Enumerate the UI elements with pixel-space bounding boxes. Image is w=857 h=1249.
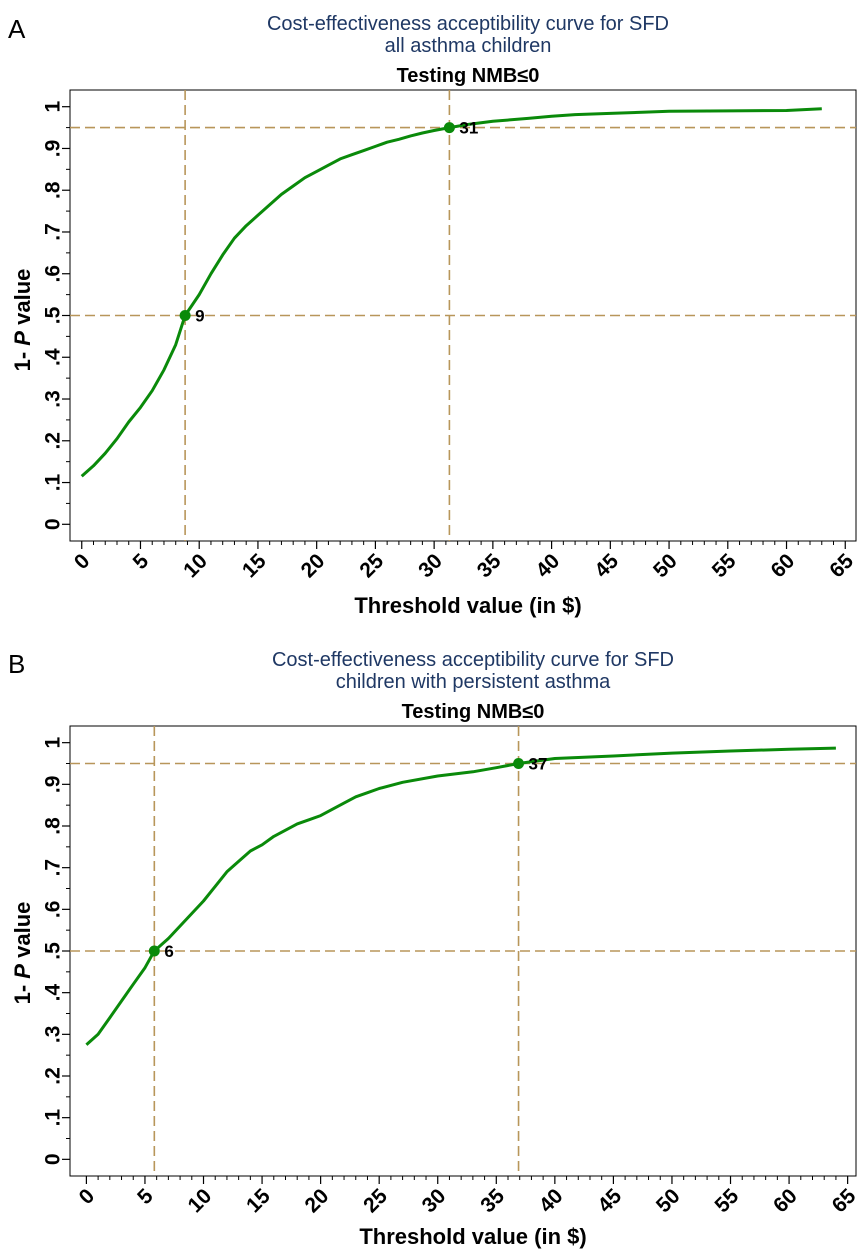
panel-b-acceptability-curve	[85, 746, 836, 1046]
panel-a-x-tick-label: 15	[238, 549, 271, 582]
panel-b-x-tick-label: 35	[476, 1184, 509, 1217]
panel-a-y-tick-label: 0	[41, 518, 64, 530]
panel-b-x-tick-label: 10	[183, 1184, 216, 1217]
panel-b-y-tick-label: .4	[41, 984, 64, 1002]
panel-b-y-tick-label: .3	[41, 1026, 64, 1044]
panel-b-marked-point	[513, 758, 525, 769]
panel-a-x-tick-label: 45	[590, 549, 623, 582]
panel-b-y-tick-label: .1	[41, 1109, 64, 1127]
panel-a-x-tick-label: 65	[825, 549, 857, 582]
panel-b-y-tick-label: 1	[41, 737, 64, 749]
panel-a-x-axis-label: Threshold value (in $)	[354, 593, 581, 618]
panel-b-x-tick-label: 50	[652, 1184, 685, 1217]
panel-b-marked-point	[148, 945, 160, 957]
panel-a-marked-point	[179, 310, 191, 321]
panel-a-plot-area: 0.1.2.3.4.5.6.7.8.910 5 10 15 20 25 30 35 40 45 50…	[41, 89, 857, 582]
panel-b-y-tick-label: .8	[41, 817, 64, 835]
panel-b-subtitle: Testing NMB≤0	[402, 701, 545, 723]
panel-a-letter: A	[8, 14, 26, 44]
panel-a-marked-point-label: 31	[459, 119, 478, 138]
panel-a-x-tick-label: 30	[414, 549, 447, 582]
panel-b-x-tick-label: 60	[769, 1184, 802, 1217]
panel-a-x-tick-label: 20	[297, 549, 330, 582]
panel-a-x-tick-label: 0	[70, 549, 95, 574]
panel-a-y-tick-label: .1	[41, 473, 64, 491]
panel-b-letter: B	[8, 649, 25, 679]
panel-a-y-axis-label: 1- P value	[10, 269, 35, 372]
panel-b-x-tick-label: 55	[710, 1184, 743, 1217]
panel-b-x-tick-label: 25	[359, 1184, 392, 1217]
panel-b-x-tick-label: 5	[133, 1184, 158, 1209]
panel-b-x-tick-label: 15	[242, 1184, 275, 1217]
panel-a-acceptability-curve	[80, 107, 822, 478]
panel-a-x-tick-label: 60	[766, 549, 799, 582]
panel-b-y-tick-label: .9	[41, 776, 64, 794]
panel-a-y-tick-label: .2	[41, 432, 64, 450]
panel-a-x-tick-label: 50	[649, 549, 682, 582]
panel-a-x-tick-label: 25	[355, 549, 388, 582]
panel-a-y-tick-label: 1	[41, 101, 64, 113]
panel-a-x-tick-label: 5	[129, 549, 154, 574]
panel-b: B Cost-effectiveness acceptibility curve…	[8, 649, 857, 1249]
panel-a: A Cost-effectiveness acceptibility curve…	[8, 13, 857, 618]
panel-b-y-tick-label: 0	[41, 1153, 64, 1165]
panel-b-y-tick-label: .6	[41, 901, 64, 919]
panel-a-y-tick-label: .6	[41, 265, 64, 283]
panel-b-x-axis-label: Threshold value (in $)	[359, 1224, 586, 1249]
panel-a-subtitle: Testing NMB≤0	[397, 65, 540, 87]
panel-b-y-tick-label: .7	[41, 859, 64, 877]
panel-b-x-tick-label: 0	[75, 1184, 100, 1209]
panel-a-y-tick-label: .8	[41, 181, 64, 199]
panel-b-title: Cost-effectiveness acceptibility curve f…	[272, 649, 674, 671]
panel-b-y-tick-label: .2	[41, 1067, 64, 1085]
panel-a-title-line2: all asthma children	[385, 35, 552, 57]
panel-b-plot-area: 0.1.2.3.4.5.6.7.8.910 5 10 15 20 25 30 35 40 45 50…	[41, 725, 857, 1217]
panel-b-marked-point-label: 6	[164, 942, 173, 961]
panel-b-x-tick-label: 45	[593, 1184, 626, 1217]
panel-b-y-axis-label: 1- P value	[10, 902, 35, 1005]
panel-a-title: Cost-effectiveness acceptibility curve f…	[267, 13, 669, 35]
panel-b-x-tick-label: 20	[301, 1184, 334, 1217]
panel-b-title-line2: children with persistent asthma	[336, 671, 611, 693]
panel-b-y-tick-label: .5	[41, 942, 64, 960]
panel-a-y-tick-label: .7	[41, 223, 64, 241]
panel-b-x-tick-label: 65	[828, 1184, 857, 1217]
panel-b-x-tick-label: 30	[418, 1184, 451, 1217]
panel-a-y-tick-label: .9	[41, 140, 64, 158]
panel-b-marked-point-label: 37	[529, 755, 548, 774]
panel-a-x-tick-label: 35	[473, 549, 506, 582]
panel-a-x-tick-label: 55	[708, 549, 741, 582]
panel-a-y-tick-label: .4	[41, 348, 64, 366]
panel-a-marked-point-label: 9	[195, 307, 204, 326]
panel-a-y-tick-label: .3	[41, 390, 64, 408]
panel-a-x-tick-label: 10	[179, 549, 212, 582]
panel-a-x-tick-label: 40	[532, 549, 565, 582]
panel-b-x-tick-label: 40	[535, 1184, 568, 1217]
panel-a-marked-point	[443, 122, 455, 134]
panel-a-y-tick-label: .5	[41, 306, 64, 324]
